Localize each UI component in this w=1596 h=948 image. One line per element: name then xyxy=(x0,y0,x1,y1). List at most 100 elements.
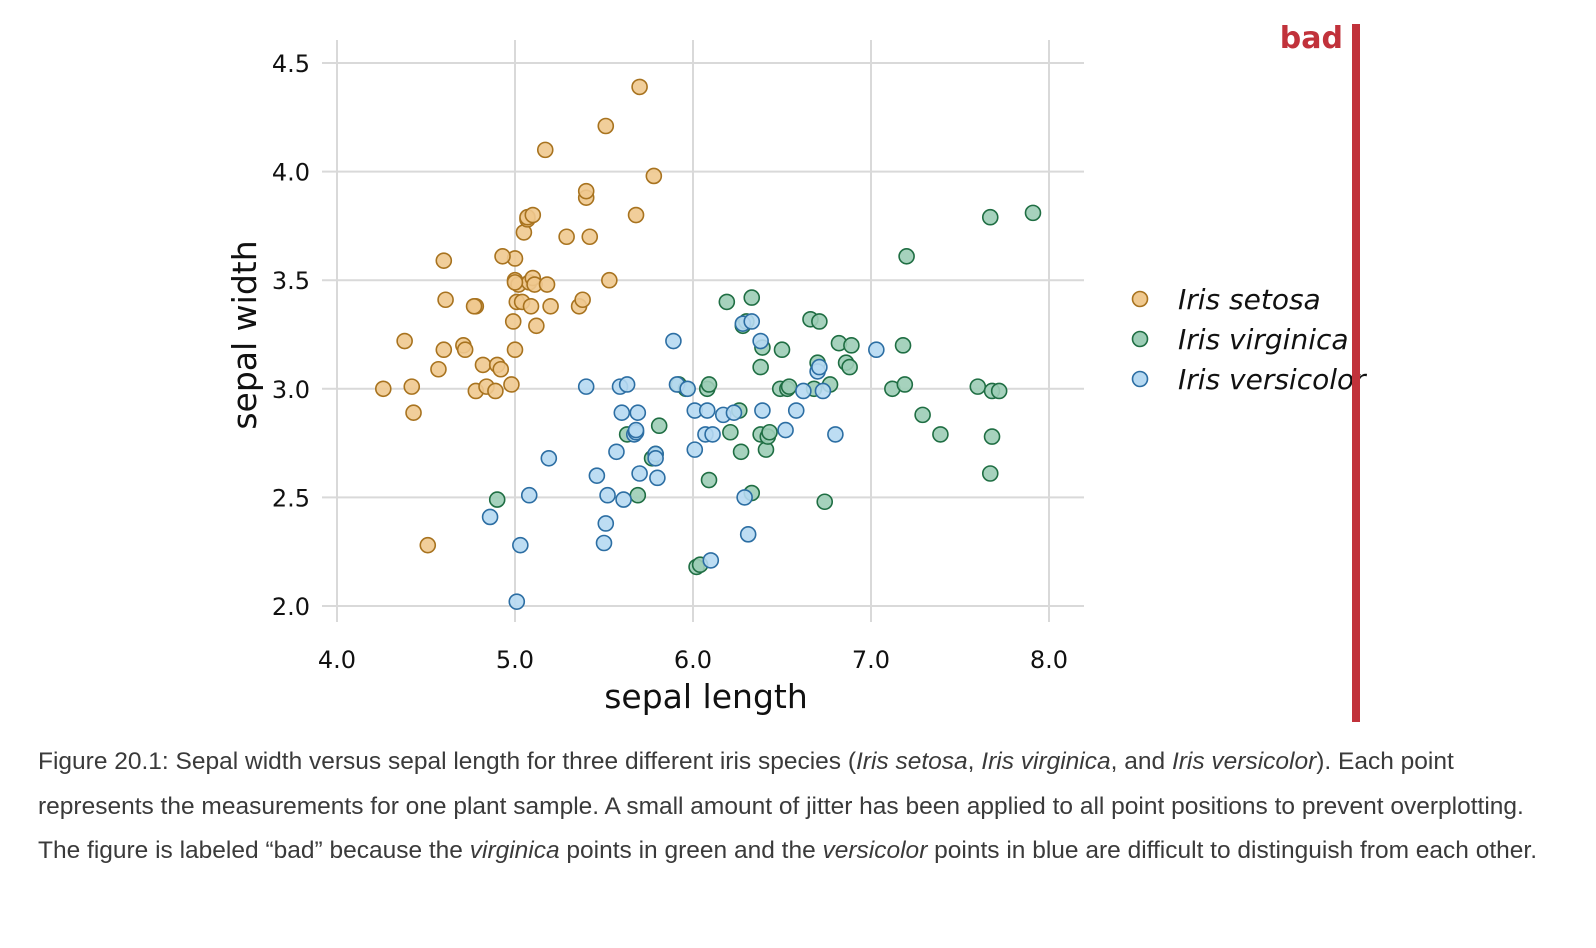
point-iris-virginica xyxy=(816,493,834,511)
point-iris-versicolor xyxy=(702,552,720,569)
caption-text: , and xyxy=(1110,748,1172,775)
point-iris-setosa xyxy=(437,291,454,309)
point-iris-virginica xyxy=(841,358,858,376)
point-iris-virginica xyxy=(732,443,750,461)
point-iris-setosa xyxy=(465,297,483,315)
y-tick-label: 2.0 xyxy=(272,593,310,621)
legend-label-iris-virginica: Iris virginica xyxy=(1178,323,1349,356)
point-iris-versicolor xyxy=(631,465,648,482)
point-iris-virginica xyxy=(700,471,718,489)
point-iris-versicolor xyxy=(795,382,812,400)
point-iris-versicolor xyxy=(814,382,832,400)
y-tick-label: 3.5 xyxy=(272,267,310,295)
point-iris-setosa xyxy=(601,271,618,289)
point-iris-versicolor xyxy=(627,421,645,439)
point-iris-versicolor xyxy=(787,402,805,419)
point-iris-virginica xyxy=(894,337,912,354)
x-tick-label: 7.0 xyxy=(852,646,890,674)
point-iris-virginica xyxy=(761,423,778,441)
point-iris-setosa xyxy=(419,536,437,554)
point-iris-virginica xyxy=(914,406,931,424)
point-iris-virginica xyxy=(780,378,798,395)
point-iris-virginica xyxy=(773,341,791,359)
x-tick-label: 8.0 xyxy=(1030,646,1068,674)
point-iris-setosa xyxy=(405,404,422,421)
point-iris-versicolor xyxy=(665,332,682,350)
iris-scatter-chart: 4.0 5.0 6.0 7.0 8.0 2.0 2.5 3.0 3.5 4.0 4.5 sepal… xyxy=(225,21,1367,722)
caption-term-versicolor: versicolor xyxy=(822,837,928,864)
point-iris-setosa xyxy=(577,182,595,200)
point-iris-virginica xyxy=(932,426,949,443)
legend-marker-iris-versicolor xyxy=(1131,370,1149,388)
bad-label: bad xyxy=(1280,21,1343,56)
legend: Iris setosa Iris virginica Iris versicolor xyxy=(1131,283,1367,396)
y-tick-label: 3.0 xyxy=(272,376,310,404)
point-iris-setosa xyxy=(574,291,591,309)
point-iris-virginica xyxy=(1024,204,1042,222)
point-iris-virginica xyxy=(752,358,769,376)
x-axis-title: sepal length xyxy=(604,677,808,716)
point-iris-virginica xyxy=(981,465,999,482)
point-iris-setosa xyxy=(506,341,524,359)
point-iris-versicolor xyxy=(595,534,613,552)
point-iris-versicolor xyxy=(736,489,753,506)
x-tick-label: 5.0 xyxy=(496,646,534,674)
point-iris-virginica xyxy=(811,313,828,330)
point-iris-versicolor xyxy=(508,593,526,610)
point-iris-versicolor xyxy=(512,536,529,554)
point-iris-versicolor xyxy=(811,358,828,376)
point-iris-versicolor xyxy=(698,402,716,419)
point-iris-virginica xyxy=(990,382,1008,400)
point-iris-versicolor xyxy=(613,404,631,421)
point-iris-setosa xyxy=(430,360,447,378)
point-iris-setosa xyxy=(487,382,504,400)
point-iris-setosa xyxy=(506,274,524,291)
point-iris-versicolor xyxy=(725,404,743,421)
caption-species-setosa: Iris setosa xyxy=(856,748,968,775)
point-iris-versicolor xyxy=(629,404,647,421)
point-iris-versicolor xyxy=(649,469,666,487)
caption-text: points in green and the xyxy=(559,837,823,864)
point-iris-setosa xyxy=(374,380,392,398)
point-iris-virginica xyxy=(722,423,739,441)
point-iris-setosa xyxy=(522,297,540,315)
point-iris-setosa xyxy=(403,378,421,395)
point-iris-setosa xyxy=(456,341,474,359)
point-iris-setosa xyxy=(558,228,575,246)
legend-marker-iris-virginica xyxy=(1131,330,1149,348)
point-iris-setosa xyxy=(597,117,615,135)
caption-text: ). Each point represents the measurement… xyxy=(38,748,1524,864)
point-iris-versicolor xyxy=(608,443,625,461)
point-iris-virginica xyxy=(488,491,506,508)
figure-caption: Figure 20.1: Sepal width versus sepal le… xyxy=(38,740,1558,874)
caption-species-virginica: Iris virginica xyxy=(981,748,1111,775)
point-iris-versicolor xyxy=(827,426,844,443)
point-iris-versicolor xyxy=(599,486,616,504)
caption-species-versicolor: Iris versicolor xyxy=(1171,748,1317,775)
point-iris-setosa xyxy=(528,317,545,335)
bad-indicator-bar xyxy=(1352,24,1360,722)
point-iris-versicolor xyxy=(679,380,696,398)
point-iris-virginica xyxy=(898,248,915,265)
caption-text: , xyxy=(967,748,982,775)
point-iris-setosa xyxy=(538,276,556,293)
y-tick-label: 4.0 xyxy=(272,159,310,187)
point-iris-virginica xyxy=(743,289,761,306)
data-points xyxy=(374,78,1042,610)
point-iris-versicolor xyxy=(704,426,721,443)
point-iris-setosa xyxy=(474,356,492,374)
x-tick-label: 4.0 xyxy=(318,646,356,674)
y-axis-ticks: 2.0 2.5 3.0 3.5 4.0 4.5 xyxy=(272,50,310,621)
point-iris-virginica xyxy=(650,417,668,435)
y-axis-title: sepal width xyxy=(225,240,264,429)
x-tick-label: 6.0 xyxy=(674,646,712,674)
point-iris-virginica xyxy=(983,428,1001,445)
point-iris-setosa xyxy=(524,206,542,224)
point-iris-versicolor xyxy=(577,378,595,395)
point-iris-virginica xyxy=(700,376,718,393)
caption-text: Figure 20.1: Sepal width versus sepal le… xyxy=(38,748,856,775)
point-iris-versicolor xyxy=(868,341,885,359)
legend-marker-iris-setosa xyxy=(1131,290,1149,308)
point-iris-versicolor xyxy=(615,491,632,508)
point-iris-setosa xyxy=(631,78,648,96)
